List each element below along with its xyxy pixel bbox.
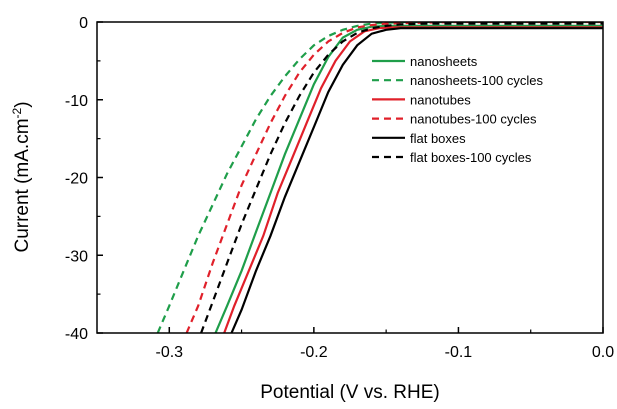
series-line-6: [200, 22, 603, 333]
ticks-layer: -0.3 -0.2 -0.1 0.0 0 -10 -20 -30 -40: [65, 15, 614, 361]
plot-frame: [96, 21, 604, 334]
legend-label: flat boxes-100 cycles: [410, 150, 532, 165]
series-line-5: [230, 27, 603, 333]
y-tick-label: -20: [65, 171, 88, 188]
series-line-1: [214, 24, 603, 333]
x-tick-label: 0.0: [592, 344, 614, 361]
legend-label: nanosheets-100 cycles: [410, 73, 543, 88]
legend-label: nanotubes: [410, 92, 471, 107]
y-tick-label: 0: [79, 15, 88, 32]
legend-label: nanotubes-100 cycles: [410, 112, 537, 127]
x-tick-label: -0.2: [300, 344, 328, 361]
y-axis-title-suffix: ): [12, 101, 33, 107]
x-axis-title: Potential (V vs. RHE): [260, 382, 440, 403]
y-tick-label: -30: [65, 248, 88, 265]
x-tick-label: -0.3: [155, 344, 183, 361]
series-line-4: [185, 22, 603, 333]
y-axis-title: Current (mA.cm-2): [10, 101, 33, 252]
y-tick-label: -10: [65, 93, 88, 110]
legend: nanosheets nanosheets-100 cycles nanotubes…: [372, 54, 543, 165]
y-axis-title-sup: -2: [10, 107, 24, 118]
x-tick-label: -0.1: [445, 344, 473, 361]
series-layer: [156, 22, 603, 333]
legend-label: flat boxes: [410, 131, 466, 146]
legend-label: nanosheets: [410, 54, 478, 69]
y-tick-label: -40: [65, 326, 88, 343]
series-line-2: [156, 22, 603, 333]
y-axis-title-prefix: Current (mA.cm: [12, 118, 33, 252]
